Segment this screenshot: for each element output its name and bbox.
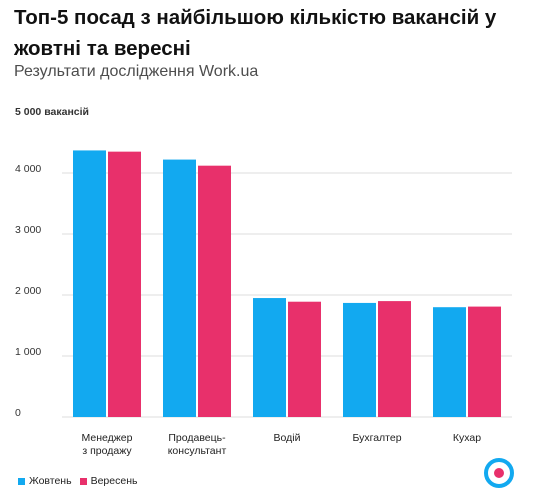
- bar-october: [433, 307, 466, 417]
- x-category-label: консультант: [168, 445, 227, 457]
- legend-item-september: Вересень: [79, 475, 138, 487]
- chart-title: Топ-5 посад з найбільшою кількістю вакан…: [14, 6, 497, 60]
- bar-september: [108, 151, 141, 417]
- target-icon: [484, 458, 514, 488]
- bar-september: [288, 301, 321, 417]
- y-tick-label: 4 000: [15, 163, 41, 175]
- y-axis-ticks: 0 1 000 2 000 3 000 4 000 5 000 вакансій: [15, 106, 89, 419]
- y-tick-label: 5 000 вакансій: [15, 106, 89, 118]
- legend-item-october: Жовтень: [18, 475, 72, 487]
- chart-subtitle: Результати дослідження Work.ua: [14, 63, 259, 80]
- x-category-label: Продавець-: [168, 432, 226, 444]
- bar-september: [378, 301, 411, 417]
- bars: [73, 150, 501, 417]
- bar-october: [73, 150, 106, 417]
- bar-october: [343, 302, 376, 417]
- legend-swatch-september: [79, 477, 87, 485]
- x-category-label: Водій: [274, 432, 301, 444]
- bar-october: [163, 159, 196, 417]
- bar-september: [468, 306, 501, 417]
- x-category-label: Бухгалтер: [352, 432, 401, 444]
- y-tick-label: 1 000: [15, 346, 41, 358]
- y-tick-label: 2 000: [15, 285, 41, 297]
- x-category-label: Менеджер: [82, 432, 133, 444]
- legend-label-october: Жовтень: [29, 475, 72, 487]
- y-tick-label: 3 000: [15, 224, 41, 236]
- x-category-label: з продажу: [82, 445, 132, 457]
- legend: Жовтень Вересень: [18, 475, 145, 487]
- x-category-label: Кухар: [453, 432, 481, 444]
- legend-label-september: Вересень: [90, 475, 138, 487]
- bar-september: [198, 165, 231, 417]
- legend-swatch-october: [18, 477, 25, 485]
- bar-chart: 0 1 000 2 000 3 000 4 000 5 000 вакансій Мене…: [15, 106, 512, 457]
- y-tick-label: 0: [15, 407, 21, 419]
- bar-october: [253, 298, 286, 417]
